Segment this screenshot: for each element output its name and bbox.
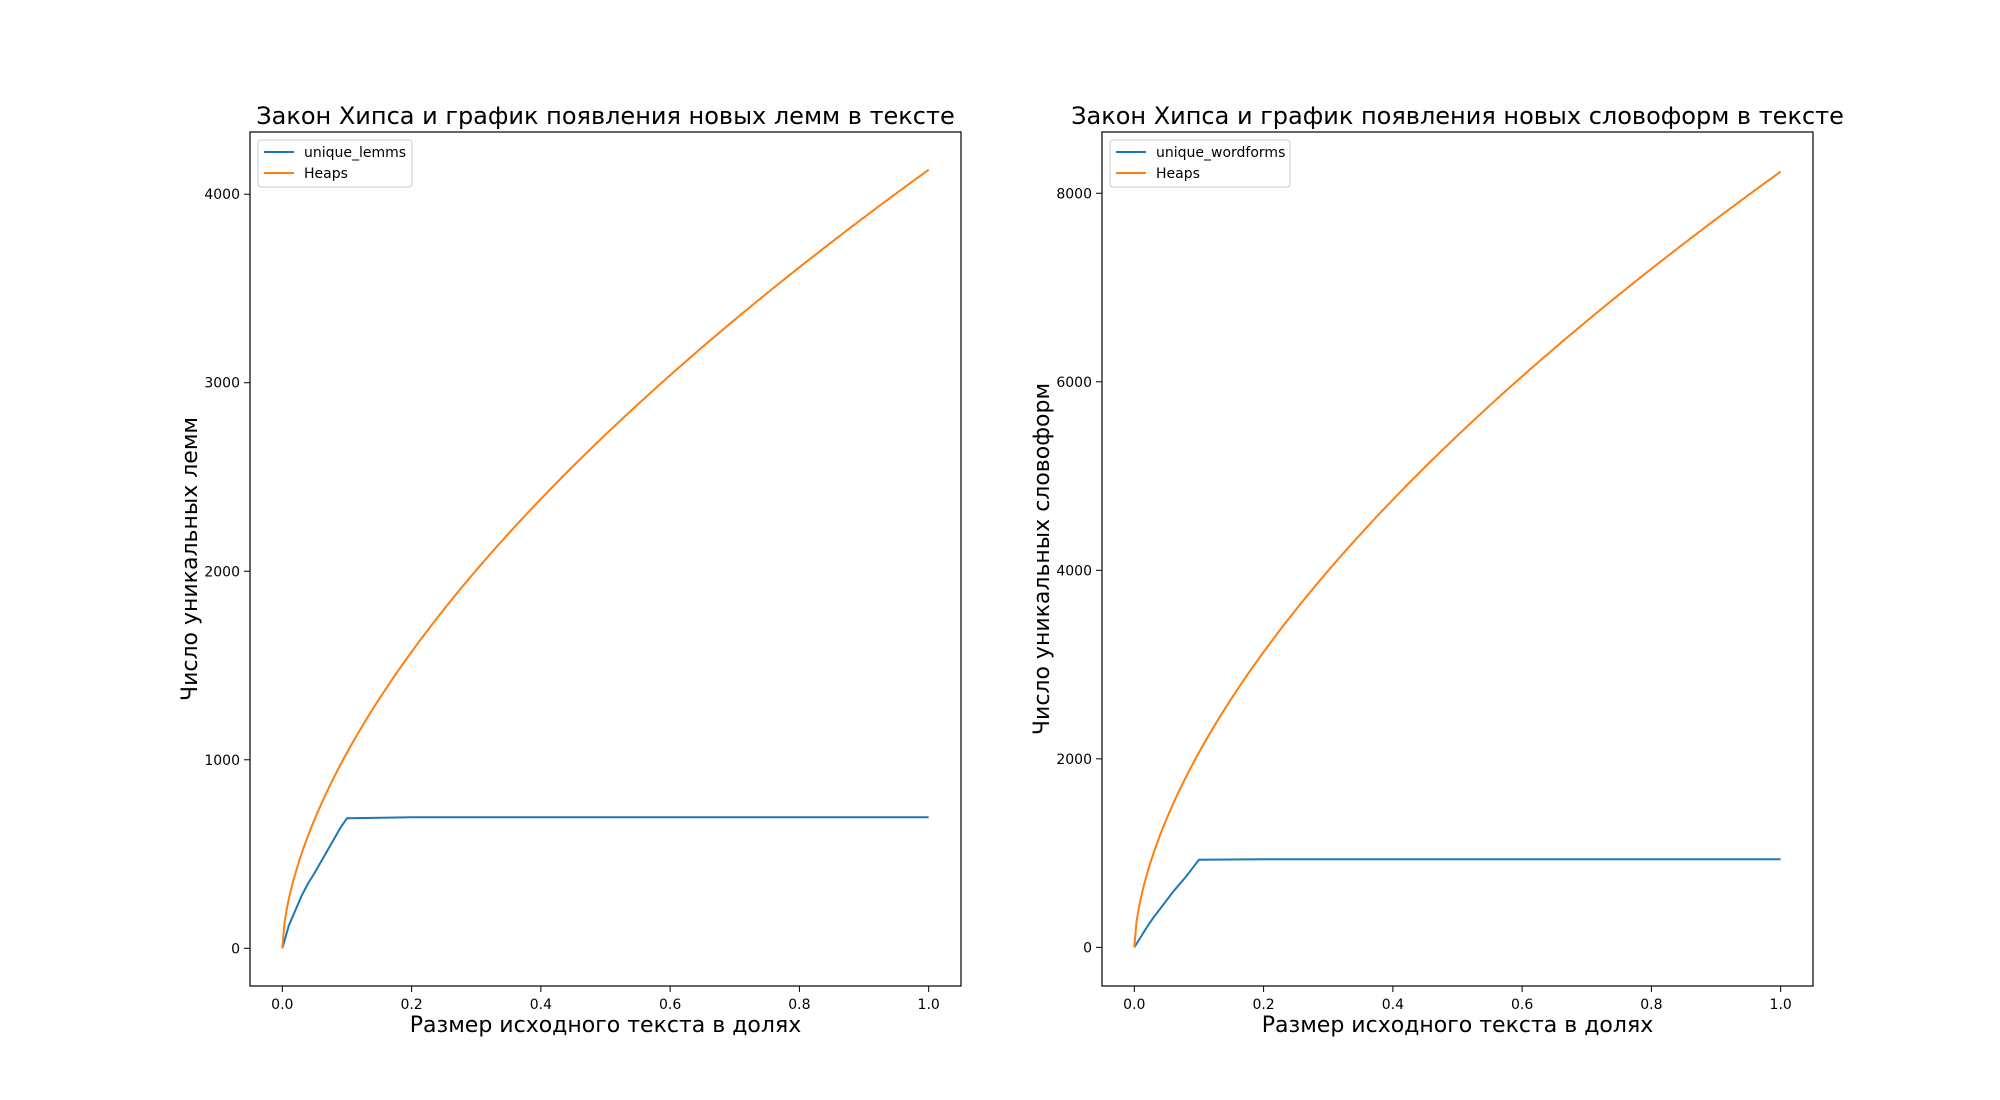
y-tick-label: 2000 [204, 564, 240, 580]
y-tick-label: 3000 [204, 376, 240, 392]
legend-label-unique-wordforms: unique_wordforms [1156, 145, 1285, 161]
x-ticks: 0.0 0.2 0.4 0.6 0.8 1.0 [271, 986, 940, 1013]
x-tick-label: 0.2 [400, 997, 422, 1013]
chart-title: Закон Хипса и график появления новых сло… [1071, 102, 1844, 130]
y-tick-label: 4000 [204, 187, 240, 203]
chart-title: Закон Хипса и график появления новых лем… [256, 102, 955, 130]
series-line-unique-wordforms [1133, 858, 1781, 948]
y-tick-label: 6000 [1056, 375, 1092, 391]
axes-frame [249, 131, 962, 987]
series-line-heaps [281, 168, 930, 949]
y-tick-label: 2000 [1056, 752, 1092, 768]
y-axis-label: Число уникальных словоформ [1030, 383, 1055, 735]
x-tick-label: 0.6 [1511, 997, 1533, 1013]
plot-lines [281, 168, 930, 949]
chart-wordforms: 0.0 0.2 0.4 0.6 0.8 1.0 0 2000 4000 6000 8000 Зак… [1030, 102, 1844, 1038]
x-axis-label: Размер исходного текста в долях [1262, 1013, 1653, 1038]
x-tick-label: 0.0 [1123, 997, 1145, 1013]
x-tick-label: 0.8 [1640, 997, 1662, 1013]
legend-frame [257, 139, 413, 188]
series-line-unique-lemms [281, 816, 929, 949]
y-ticks: 0 1000 2000 3000 4000 [204, 187, 250, 957]
plot-lines [1133, 170, 1782, 948]
y-tick-label: 8000 [1056, 186, 1092, 202]
y-tick-label: 0 [1083, 940, 1092, 956]
y-tick-label: 4000 [1056, 563, 1092, 579]
x-tick-label: 0.8 [788, 997, 810, 1013]
legend-label-heaps: Heaps [304, 166, 348, 182]
x-tick-label: 0.0 [271, 997, 293, 1013]
x-tick-label: 0.2 [1252, 997, 1274, 1013]
x-axis-label: Размер исходного текста в долях [410, 1013, 801, 1038]
legend-frame [1109, 139, 1291, 188]
legend: unique_wordforms Heaps [1109, 139, 1291, 188]
legend-label-unique-lemms: unique_lemms [304, 145, 406, 161]
x-tick-label: 0.6 [659, 997, 681, 1013]
axes-frame [1101, 131, 1814, 987]
legend: unique_lemms Heaps [257, 139, 413, 188]
y-tick-label: 1000 [204, 753, 240, 769]
y-tick-label: 0 [231, 941, 240, 957]
x-tick-label: 1.0 [918, 997, 940, 1013]
x-tick-label: 0.4 [530, 997, 552, 1013]
chart-lemmas: 0.0 0.2 0.4 0.6 0.8 1.0 0 1000 2000 3000 4000 Зак… [178, 102, 962, 1038]
y-ticks: 0 2000 4000 6000 8000 [1056, 186, 1102, 956]
x-ticks: 0.0 0.2 0.4 0.6 0.8 1.0 [1123, 986, 1792, 1013]
x-tick-label: 0.4 [1382, 997, 1404, 1013]
series-line-heaps [1133, 170, 1782, 948]
legend-label-heaps: Heaps [1156, 166, 1200, 182]
y-axis-label: Число уникальных лемм [178, 417, 203, 701]
x-tick-label: 1.0 [1770, 997, 1792, 1013]
